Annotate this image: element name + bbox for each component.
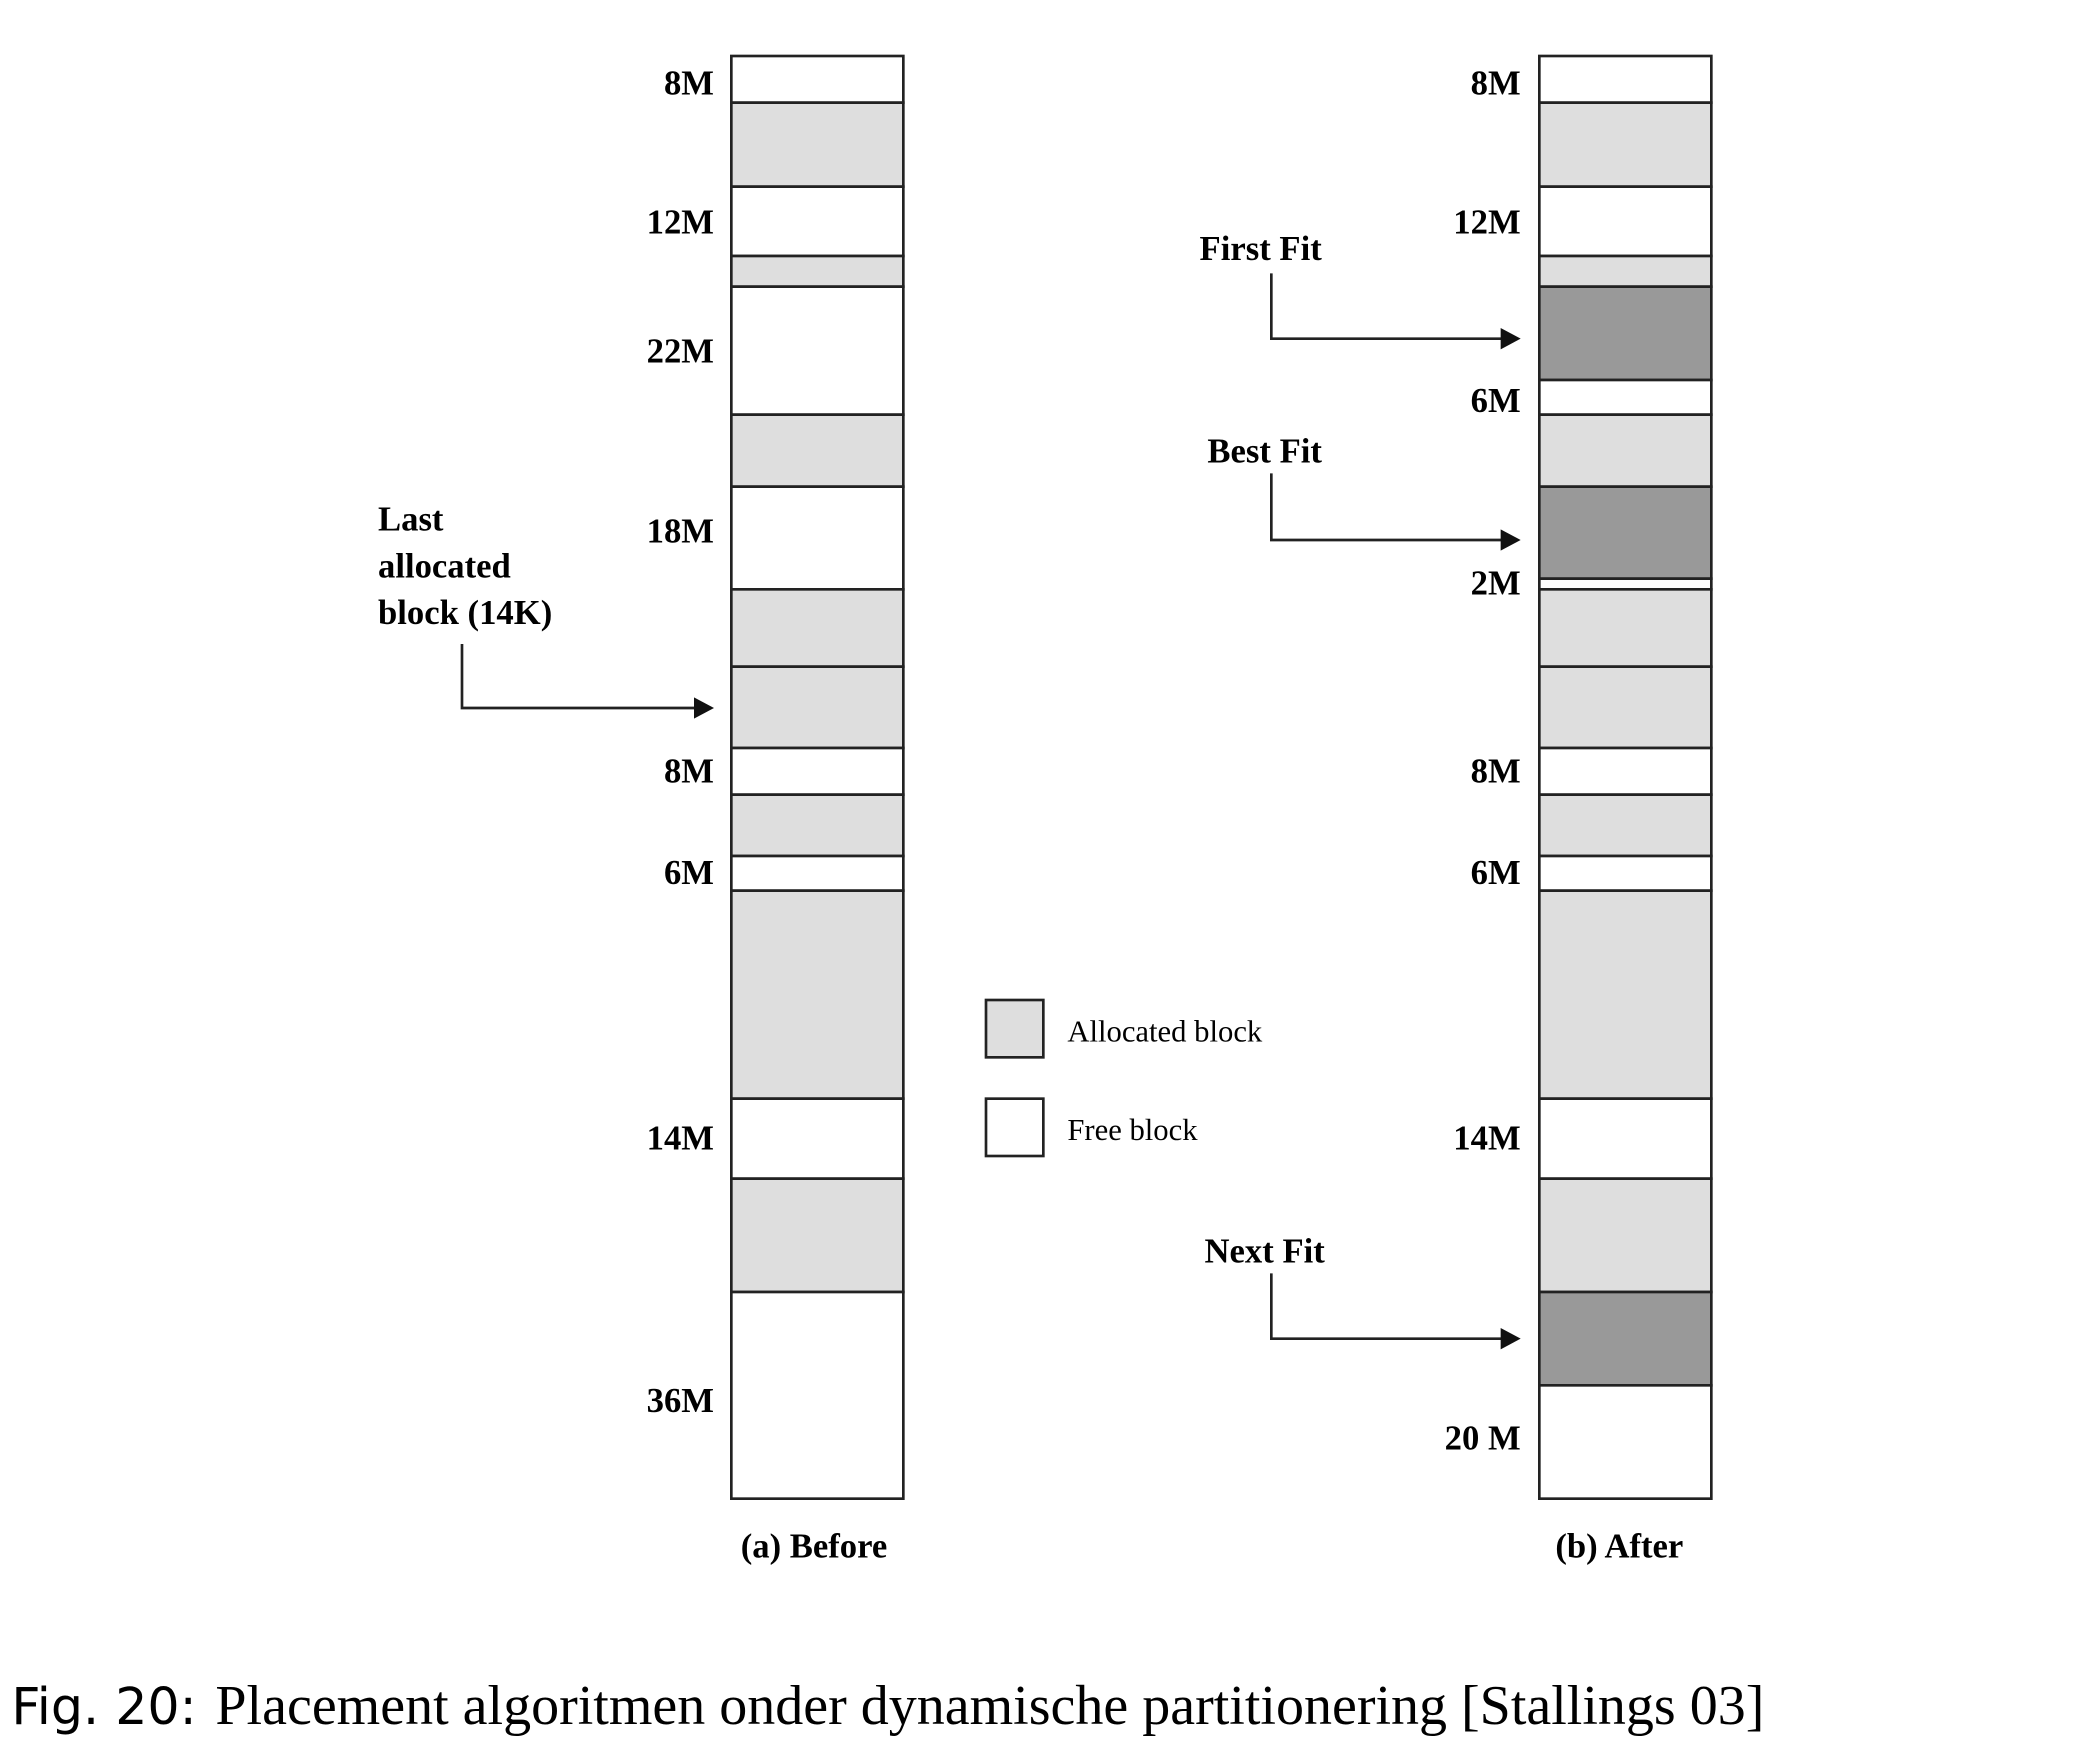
- memory-block: [729, 588, 905, 668]
- size-label: 14M: [1453, 1119, 1520, 1157]
- column-title: (a) Before: [741, 1527, 888, 1565]
- size-labels: 8M 12M 22M 18M 8M 6M 14M 36M 8M 12M 6M 2M 8M 6M 14M 20 …: [647, 65, 1521, 1458]
- memory-block: [1538, 854, 1713, 892]
- memory-block: [729, 1290, 905, 1500]
- memory-block: [729, 854, 905, 892]
- arrow: [460, 644, 697, 710]
- pointer-label: allocated: [378, 547, 511, 585]
- legend-label: Free block: [1067, 1113, 1198, 1147]
- memory-block: [729, 889, 905, 1100]
- size-label: 8M: [664, 753, 714, 791]
- arrowhead: [1500, 1328, 1521, 1350]
- pointer-label: Last: [378, 501, 444, 539]
- arrowheads: [694, 328, 1521, 1350]
- size-label: 14M: [647, 1119, 714, 1157]
- memory-block: [729, 285, 905, 416]
- legend-swatch: [984, 998, 1045, 1059]
- size-label: 20 M: [1445, 1419, 1521, 1457]
- column-title: (b) After: [1555, 1527, 1683, 1565]
- memory-block: [1538, 588, 1713, 668]
- memory-block: [729, 1097, 905, 1180]
- size-label: 12M: [647, 203, 714, 241]
- size-label: 22M: [647, 333, 714, 371]
- caption-label: Fig. 20:: [11, 1677, 196, 1736]
- memory-block: [729, 485, 905, 591]
- memory-block: [1538, 101, 1713, 188]
- arrow: [1270, 1273, 1504, 1340]
- legend-label: Allocated block: [1067, 1014, 1263, 1048]
- arrows: [460, 273, 1504, 1340]
- memory-block: [1538, 577, 1713, 591]
- memory-block: [1538, 889, 1713, 1100]
- memory-block: [729, 793, 905, 858]
- size-label: 6M: [1471, 382, 1521, 420]
- size-label: 2M: [1471, 565, 1521, 603]
- size-label: 36M: [647, 1382, 714, 1420]
- memory-block: [1538, 1177, 1713, 1294]
- pointer-label: Best Fit: [1207, 433, 1322, 471]
- size-label: 6M: [664, 854, 714, 892]
- arrow: [1270, 273, 1504, 340]
- arrowhead: [694, 697, 714, 719]
- memory-block: [1538, 485, 1713, 580]
- memory-block: [729, 101, 905, 188]
- memory-blocks: [729, 54, 1713, 1500]
- caption: Fig. 20: Placement algoritmen onder dynam…: [11, 1675, 1764, 1737]
- memory-block: [729, 54, 905, 104]
- size-label: 6M: [1471, 854, 1521, 892]
- memory-block: [1538, 378, 1713, 416]
- size-label: 8M: [1471, 753, 1521, 791]
- arrow: [1270, 473, 1504, 542]
- memory-block: [729, 185, 905, 258]
- size-label: 8M: [1471, 65, 1521, 103]
- memory-block: [1538, 185, 1713, 258]
- memory-block: [1538, 1097, 1713, 1180]
- size-label: 12M: [1453, 203, 1520, 241]
- size-label: 8M: [664, 65, 714, 103]
- legend-swatch: [984, 1097, 1045, 1158]
- memory-block: [1538, 254, 1713, 288]
- memory-block: [1538, 413, 1713, 488]
- memory-block: [1538, 665, 1713, 750]
- memory-block: [729, 746, 905, 796]
- memory-block: [1538, 793, 1713, 858]
- memory-block: [1538, 54, 1713, 104]
- memory-block: [1538, 285, 1713, 382]
- memory-block: [1538, 1384, 1713, 1500]
- memory-block: [729, 1177, 905, 1294]
- memory-block: [1538, 746, 1713, 796]
- pointer-label: block (14K): [378, 594, 552, 632]
- memory-block: [729, 254, 905, 288]
- arrowhead: [1500, 328, 1521, 350]
- size-label: 18M: [647, 513, 714, 551]
- memory-block: [1538, 1290, 1713, 1387]
- arrowhead: [1500, 529, 1521, 551]
- pointer-label: First Fit: [1200, 230, 1323, 268]
- memory-block: [729, 413, 905, 488]
- caption-text: Placement algoritmen onder dynamische pa…: [215, 1675, 1764, 1737]
- memory-block: [729, 665, 905, 750]
- pointer-label: Next Fit: [1205, 1233, 1326, 1271]
